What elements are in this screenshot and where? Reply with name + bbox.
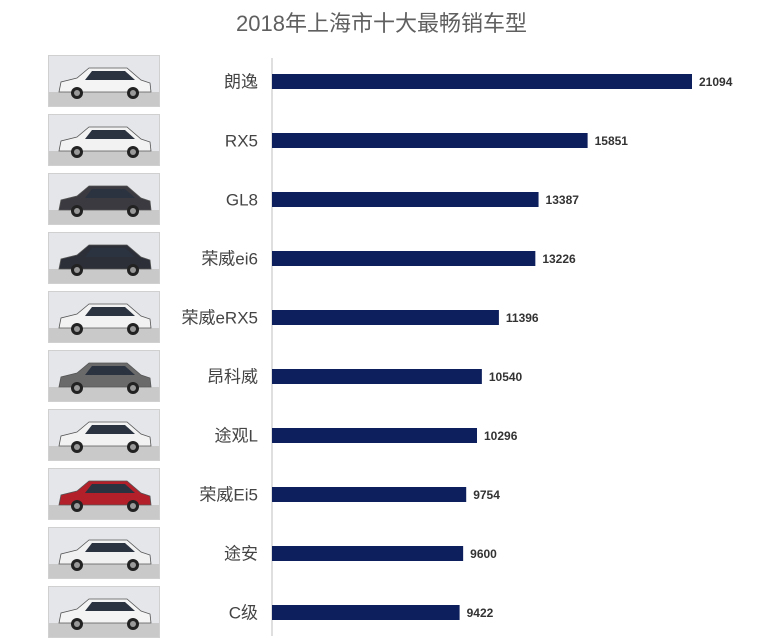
category-label: 荣威ei6 xyxy=(201,250,258,269)
category-label: 荣威eRX5 xyxy=(181,309,258,328)
category-label: C级 xyxy=(229,604,258,623)
bar xyxy=(272,251,536,266)
value-label: 10296 xyxy=(484,429,518,443)
value-label: 9422 xyxy=(467,606,494,620)
bar xyxy=(272,605,460,620)
bar xyxy=(272,546,464,561)
car-photo-icon xyxy=(48,172,160,225)
car-photo-icon xyxy=(48,349,160,402)
car-photo-icon xyxy=(48,290,160,343)
value-label: 13387 xyxy=(546,193,580,207)
car-photo-icon xyxy=(48,585,160,638)
car-photo-icon xyxy=(48,113,160,166)
category-label: 朗逸 xyxy=(224,73,258,92)
value-label: 15851 xyxy=(595,134,629,148)
bar xyxy=(272,133,588,148)
value-label: 13226 xyxy=(542,252,576,266)
value-label: 10540 xyxy=(489,370,523,384)
bar xyxy=(272,369,482,384)
category-label: 途观L xyxy=(215,427,258,446)
value-label: 11396 xyxy=(506,311,539,325)
category-label: 途安 xyxy=(224,545,258,564)
category-label: 荣威Ei5 xyxy=(199,486,258,505)
car-photo-icon xyxy=(48,408,160,461)
value-label: 9754 xyxy=(473,488,500,502)
category-label: RX5 xyxy=(225,132,258,151)
bar xyxy=(272,74,692,89)
car-photo-icon xyxy=(48,526,160,579)
category-label: GL8 xyxy=(226,191,258,210)
car-photo-icon xyxy=(48,54,160,107)
bar xyxy=(272,428,478,443)
category-label: 昂科威 xyxy=(207,368,258,387)
value-label: 9600 xyxy=(470,547,497,561)
chart-title: 2018年上海市十大最畅销车型 xyxy=(236,11,527,36)
car-photo-icon xyxy=(48,231,160,284)
value-label: 21094 xyxy=(699,75,733,89)
bar xyxy=(272,192,539,207)
bar xyxy=(272,487,467,502)
bar xyxy=(272,310,499,325)
car-photo-icon xyxy=(48,467,160,520)
